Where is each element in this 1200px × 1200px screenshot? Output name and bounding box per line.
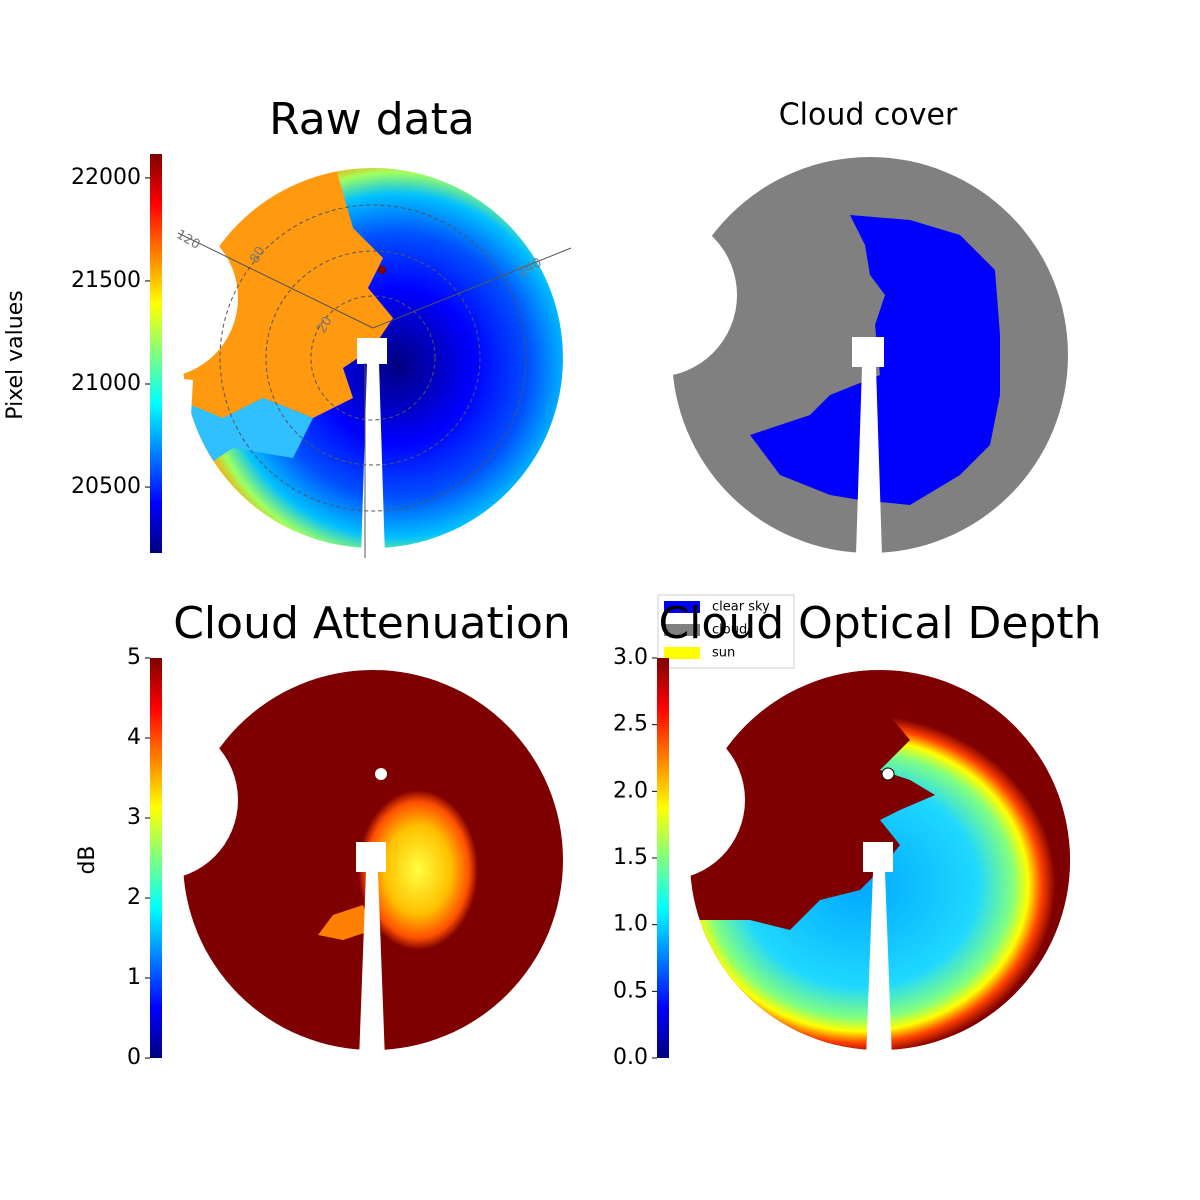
colorbar-tick-label: 22000 [71, 165, 141, 190]
colorbar [150, 154, 162, 553]
cod-image [585, 670, 1070, 1060]
colorbar-tick-label: 21000 [71, 371, 141, 396]
colorbar-tick-label: 3.0 [613, 645, 648, 670]
colorbar-label: dB [75, 845, 100, 874]
legend-swatch [664, 601, 700, 613]
panel-title: Cloud Attenuation [173, 598, 571, 649]
colorbar-tick-label: 2 [127, 885, 141, 910]
colorbar-tick-label: 4 [127, 725, 141, 750]
panel-title: Cloud cover [779, 98, 958, 133]
colorbar-tick-label: 1 [127, 965, 141, 990]
raw-image [78, 168, 572, 558]
panel-title: Raw data [269, 94, 475, 145]
colorbar-tick-label: 1.0 [613, 912, 648, 937]
colorbar [657, 658, 669, 1058]
legend-label: sun [712, 646, 735, 661]
colorbar-tick-label: 0.5 [613, 978, 648, 1003]
legend-swatch [664, 624, 700, 636]
colorbar-label: Pixel values [3, 290, 28, 419]
colorbar-tick-label: 0.0 [613, 1045, 648, 1070]
colorbar-tick-label: 5 [127, 645, 141, 670]
cloud-cover-image [573, 157, 1068, 555]
colorbar-tick-label: 3 [127, 805, 141, 830]
polar-radius-label: 80 [247, 244, 268, 266]
colorbar-tick-label: 20500 [71, 474, 141, 499]
legend-label: cloud [712, 623, 747, 638]
polar-radius-label: 20 [314, 314, 335, 336]
colorbar-tick-label: 2.5 [613, 712, 648, 737]
colorbar-tick-label: 1.5 [613, 845, 648, 870]
colorbar-tick-label: 21500 [71, 268, 141, 293]
colorbar [150, 658, 162, 1058]
panel-title: Cloud Optical Depth [658, 598, 1101, 649]
colorbar-tick-label: 0 [127, 1045, 141, 1070]
colorbar-tick-label: 2.0 [613, 778, 648, 803]
legend-swatch [664, 647, 700, 659]
legend-label: clear sky [712, 600, 770, 615]
